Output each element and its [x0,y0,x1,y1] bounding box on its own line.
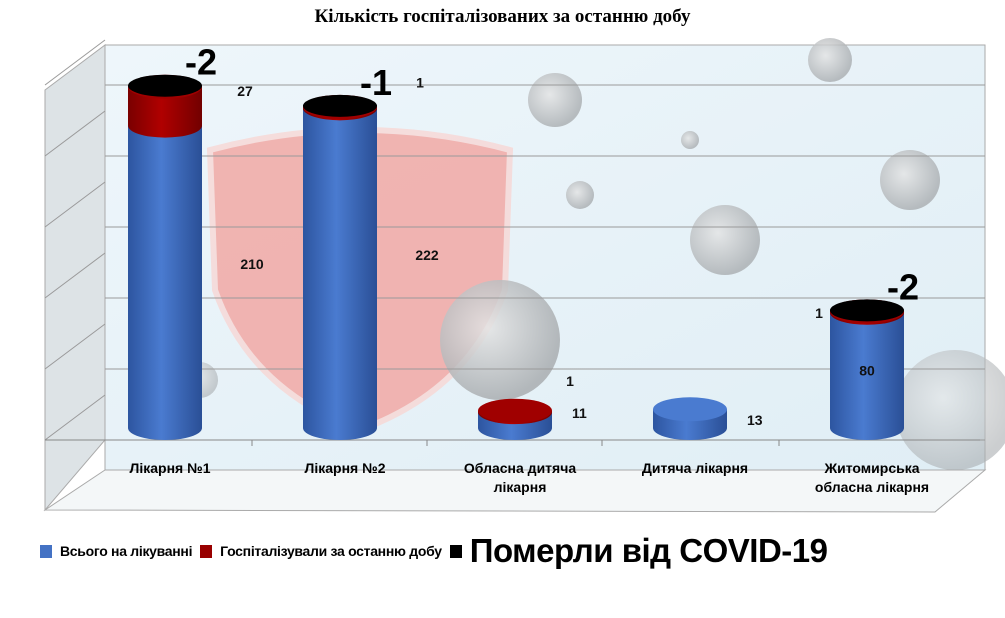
deaths-label: -2 [887,266,919,307]
bar-group [653,397,727,440]
category-label: Лікарня №1 [130,460,211,476]
legend-item-total: Всього на лікуванні [40,543,192,559]
bar-deaths-cap [303,94,377,117]
label-hospitalized: 1 [416,75,424,91]
bar-top [478,398,552,423]
legend-item-hospitalized: Госпіталізували за останню добу [200,543,442,559]
label-total: 13 [747,412,763,428]
gridline-side [44,394,106,441]
category-label: лікарня [494,479,547,495]
legend-label-deaths: Померли від COVID-19 [469,532,828,569]
legend-swatch-deaths [449,544,462,558]
legend-swatch-hospitalized [200,544,213,558]
category-label: Обласна дитяча [464,460,576,476]
chart-title: Кількість госпіталізованих за останню до… [314,6,691,27]
bar-group [128,74,202,440]
label-total: 80 [859,362,875,378]
label-total: 11 [572,405,587,421]
label-total: 222 [415,247,439,263]
bar-group [303,94,377,440]
legend-item-deaths: Померли від COVID-19 [449,532,828,570]
legend-swatch-total [40,544,52,558]
gridline-side [44,252,106,299]
label-hospitalized: 27 [237,83,253,99]
label-hospitalized: 1 [815,305,823,321]
bar-deaths-cap [830,299,904,322]
category-label: Лікарня №2 [305,460,386,476]
bar-total [830,312,904,440]
bar-total [303,108,377,440]
bar-group [478,398,552,440]
background-decoration [182,38,1005,470]
bar-total [128,125,202,440]
floor [43,469,987,513]
bar-hospitalized [128,86,202,138]
gridline-side [44,39,106,86]
bar-group [830,299,904,440]
category-label: Дитяча лікарня [642,460,748,476]
category-label: обласна лікарня [815,479,929,495]
label-hospitalized: 1 [566,373,574,389]
bar-top [653,397,727,422]
deaths-label: -2 [185,42,217,83]
legend: Всього на лікуванні Госпіталізували за о… [40,532,835,570]
gridline-side [44,323,106,370]
category-label: Житомирська [824,460,920,476]
legend-label-total: Всього на лікуванні [60,543,193,559]
gridline-side [44,110,106,157]
bar-deaths-cap [128,74,202,97]
label-total: 210 [240,256,264,272]
legend-label-hospitalized: Госпіталізували за останню добу [220,543,442,559]
gridline-side [44,181,106,228]
deaths-label: -1 [360,62,392,103]
